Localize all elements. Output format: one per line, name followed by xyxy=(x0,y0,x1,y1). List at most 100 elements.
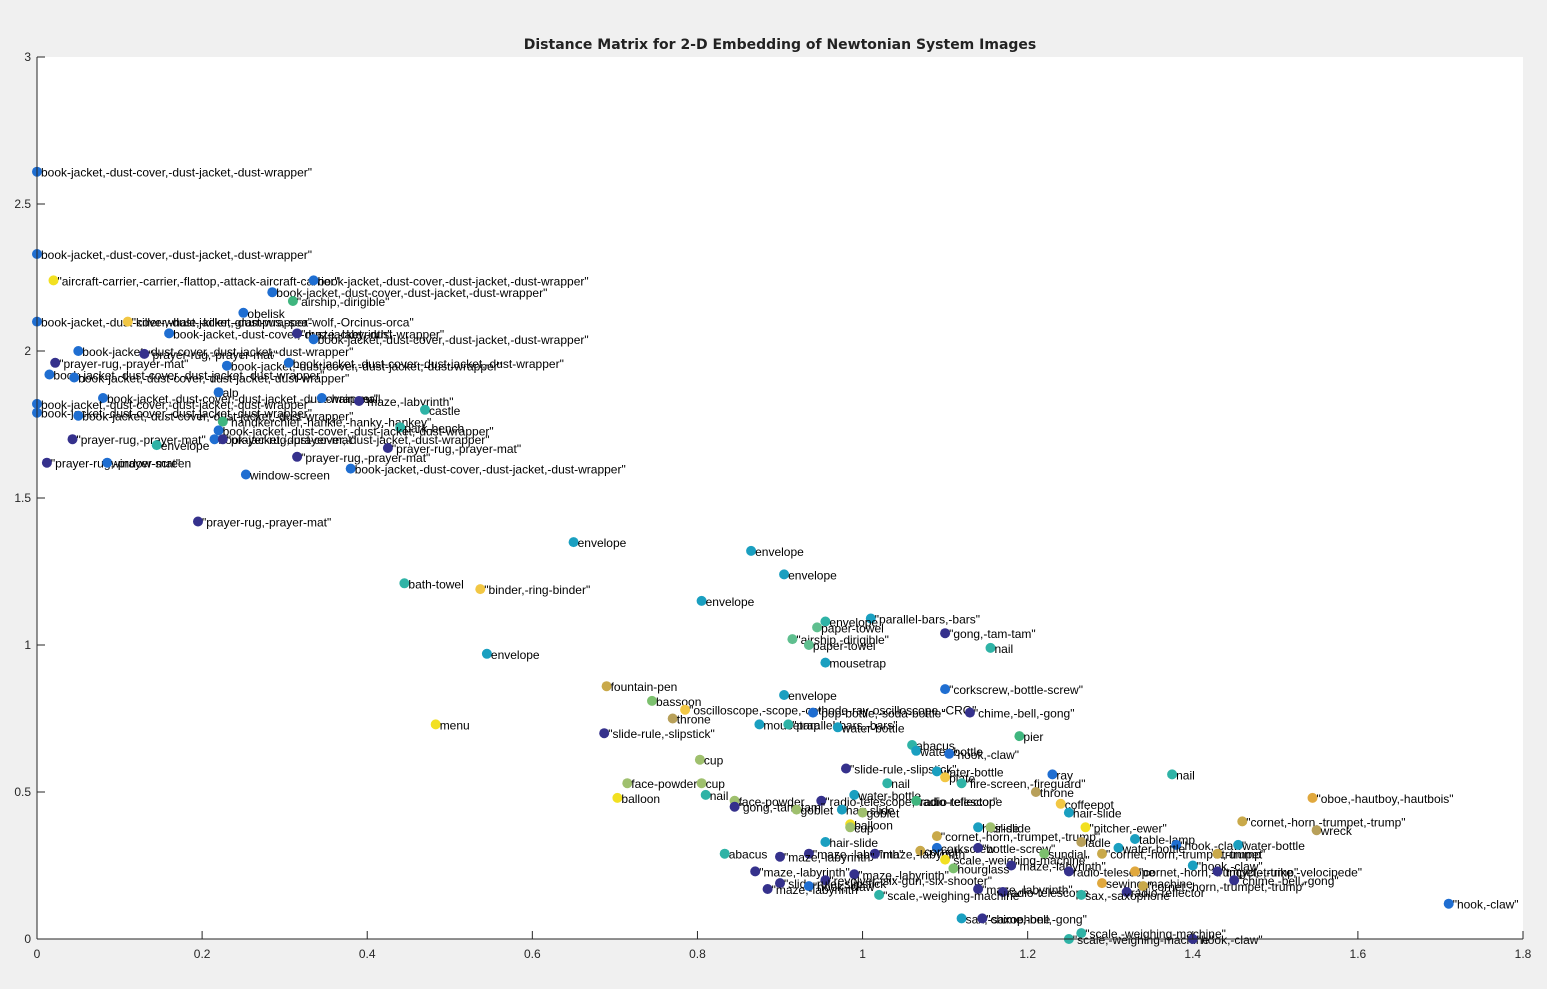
point-marker xyxy=(857,807,868,818)
y-tick-label: 2 xyxy=(24,344,31,358)
data-point: "cornet,-horn,-trumpet,-trump" xyxy=(931,830,1100,844)
point-marker xyxy=(696,778,707,789)
y-tick-label: 1.5 xyxy=(14,491,31,505)
point-label: water-bottle xyxy=(1122,842,1186,856)
x-tick-label: 1.4 xyxy=(1184,947,1201,961)
point-label: envelope xyxy=(578,536,627,550)
data-point: "cornet,-horn,-trumpet,-trump" xyxy=(1237,815,1406,829)
data-point: chain-mail xyxy=(316,392,380,406)
point-marker xyxy=(779,569,790,580)
data-point: book-jacket,-dust-cover,-dust-jacket,-du… xyxy=(32,248,312,262)
point-label: paper-towel xyxy=(813,639,876,653)
data-point: hourglass xyxy=(948,862,1009,876)
data-point: goblet xyxy=(857,807,900,821)
point-marker xyxy=(287,296,298,306)
point-label: park-bench xyxy=(404,421,464,435)
point-marker xyxy=(931,842,942,853)
data-point: coffeepot xyxy=(1055,798,1115,812)
data-point: "hook,-claw" xyxy=(1443,898,1519,912)
point-marker xyxy=(820,616,831,627)
point-label: "chime,-bell,-gong" xyxy=(1238,874,1339,888)
point-marker xyxy=(1063,866,1074,877)
point-marker xyxy=(1307,792,1318,803)
data-point: water-bottle xyxy=(1113,842,1186,856)
point-marker xyxy=(345,463,356,474)
data-point: "airship,-dirigible" xyxy=(787,633,889,647)
data-point: abacus xyxy=(719,848,767,862)
point-marker xyxy=(680,704,691,715)
point-marker xyxy=(803,640,814,650)
data-point: "parallel-bars,-bars" xyxy=(783,718,898,732)
point-label: window-screen xyxy=(249,469,330,483)
point-marker xyxy=(775,878,785,889)
point-label: nail xyxy=(995,642,1014,656)
point-label: throne xyxy=(677,713,711,727)
point-label: "scale,-weighing-machine" xyxy=(883,889,1024,903)
data-point: bath-towel xyxy=(399,577,464,591)
point-marker xyxy=(931,831,942,842)
data-point: "prayer-rug,-prayer-mat" xyxy=(193,516,331,530)
point-marker xyxy=(209,434,220,445)
data-point: "aircraft-carrier,-carrier,-flattop,-att… xyxy=(48,274,339,288)
data-point: "slide-rule,-slipstick" xyxy=(599,727,715,741)
data-point: "pitcher,-ewer" xyxy=(1080,821,1167,835)
point-label: "maze,-labyrinth" xyxy=(772,883,863,897)
point-label: envelope xyxy=(829,616,878,630)
point-marker xyxy=(869,848,880,859)
data-point: envelope xyxy=(481,648,540,662)
point-marker xyxy=(69,372,80,383)
data-point: water-bottle xyxy=(832,721,905,735)
data-point: hair-slide xyxy=(1063,807,1122,821)
data-point: "chime,-bell,-gong" xyxy=(977,912,1087,926)
data-point: table-lamp xyxy=(1130,833,1195,847)
point-label: radio-reflector xyxy=(1131,886,1205,900)
data-point: envelope xyxy=(696,595,755,609)
data-point: ray xyxy=(1047,768,1073,782)
point-label: book-jacket,-dust-cover,-dust-jacket,-du… xyxy=(318,333,589,347)
data-point: book-jacket,-dust-cover,-dust-jacket,-du… xyxy=(213,424,494,438)
point-label: nail xyxy=(710,789,729,803)
point-label: book-jacket,-dust-cover,-dust-jacket,-du… xyxy=(231,360,502,374)
point-label: "binder,-ring-binder" xyxy=(484,583,590,597)
y-tick-label: 0.5 xyxy=(14,785,31,799)
point-label: balloon xyxy=(854,818,893,832)
point-label: radio-telescope xyxy=(920,795,1002,809)
point-marker xyxy=(622,778,633,789)
data-point: "prayer-rug,-prayer-mat" xyxy=(292,451,430,465)
point-label: "prayer-rug,-prayer-mat" xyxy=(202,516,331,530)
point-marker xyxy=(283,357,294,368)
point-marker xyxy=(845,822,856,833)
point-marker xyxy=(973,842,984,853)
point-label: envelope xyxy=(755,545,804,559)
point-label: "parallel-bars,-bars" xyxy=(875,613,980,627)
data-point: book-jacket,-dust-cover,-dust-jacket,-du… xyxy=(308,274,589,288)
data-point: "maze,-labyrinth" xyxy=(292,327,392,341)
point-marker xyxy=(50,357,61,368)
data-point: "hook,-claw" xyxy=(803,880,879,894)
point-marker xyxy=(836,804,847,815)
point-marker xyxy=(568,537,579,548)
point-marker xyxy=(1047,769,1058,780)
point-marker xyxy=(820,837,831,847)
data-point: "hook,-claw" xyxy=(944,748,1019,762)
data-point: "gong,-tam-tam" xyxy=(940,627,1036,641)
data-point: "fire-screen,-fireguard" xyxy=(956,777,1086,791)
point-label: radio-telescope xyxy=(1007,886,1089,900)
y-tick-label: 3 xyxy=(24,50,31,64)
point-marker xyxy=(1212,866,1223,877)
point-label: "prayer-rug,-prayer-mat" xyxy=(59,357,188,371)
points-layer: book-jacket,-dust-cover,-dust-jacket,-du… xyxy=(32,166,1519,947)
data-point: water-bottle xyxy=(849,789,921,803)
point-label: envelope xyxy=(491,648,540,662)
data-point: cornet xyxy=(915,845,958,859)
point-marker xyxy=(98,393,108,403)
data-point: "handkerchief,-hankie,-hanky,-hankey" xyxy=(217,416,431,430)
point-label: book-jacket,-dust-cover,-dust-jacket,-du… xyxy=(41,166,312,180)
point-label: alp xyxy=(223,386,239,400)
point-label: sundial xyxy=(1048,848,1086,862)
point-marker xyxy=(193,516,203,527)
point-label: book-jacket,-dust-cover,-dust-jacket,-du… xyxy=(78,372,349,386)
point-marker xyxy=(292,328,303,339)
data-point: envelope xyxy=(568,536,627,550)
